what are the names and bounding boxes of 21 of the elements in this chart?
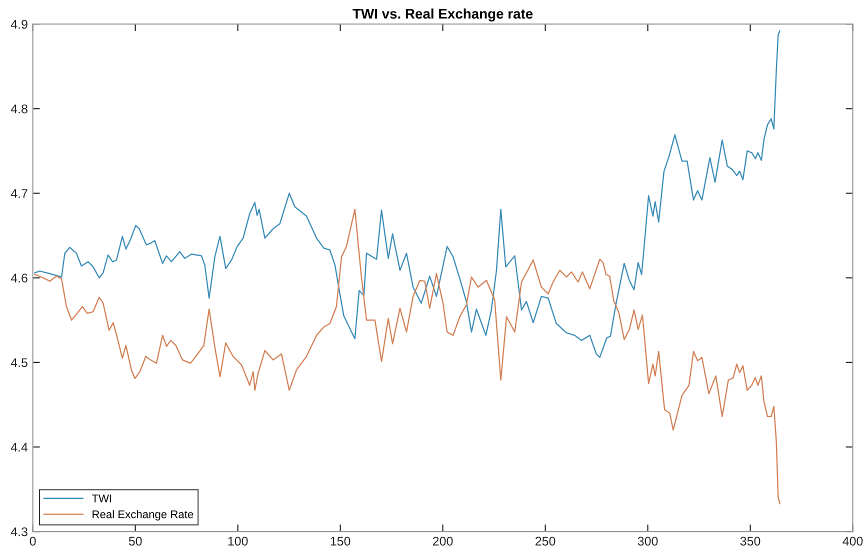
y-tick-label: 4.9 [10, 20, 28, 29]
x-tick-label: 50 [128, 536, 142, 546]
line-series [34, 30, 780, 358]
x-tick-label: 200 [433, 536, 453, 546]
y-tick-label: 4.5 [10, 358, 28, 368]
y-tick-label: 4.8 [10, 104, 28, 114]
legend-label: TWI [92, 494, 112, 502]
x-tick-label: 100 [228, 536, 248, 546]
x-tick-label: 350 [740, 536, 760, 546]
legend-label: Real Exchange Rate [92, 510, 194, 520]
x-tick-label: 0 [30, 536, 36, 546]
x-tick-label: 400 [842, 536, 863, 546]
y-tick-label: 4.3 [10, 527, 28, 536]
line-series [34, 208, 780, 504]
y-tick-label: 4.7 [10, 189, 28, 198]
x-tick-label: 250 [535, 536, 556, 546]
chart-title: TWI vs. Real Exchange rate [352, 8, 533, 22]
y-tick-label: 4.4 [10, 442, 28, 452]
x-tick-label: 300 [638, 536, 658, 546]
y-tick-label: 4.6 [10, 274, 28, 282]
x-tick-label: 150 [330, 536, 350, 546]
